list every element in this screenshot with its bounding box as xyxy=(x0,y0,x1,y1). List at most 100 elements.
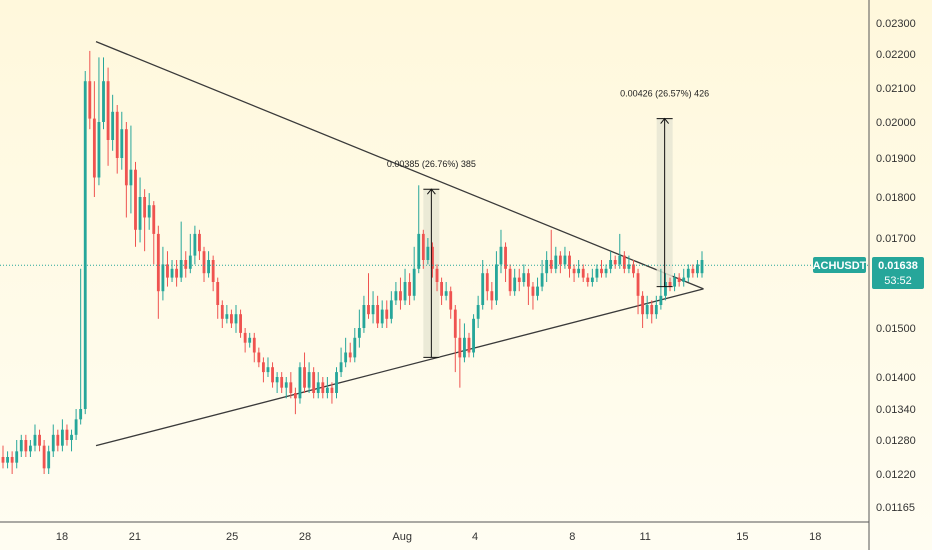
candle-body xyxy=(485,273,489,292)
measurement-arrow-head xyxy=(426,188,436,195)
candle-body xyxy=(56,434,60,446)
candle-body xyxy=(111,111,115,140)
upper-trendline[interactable] xyxy=(95,40,704,290)
candle-body xyxy=(385,309,389,319)
candle-body xyxy=(371,305,375,315)
candle-body xyxy=(143,197,147,218)
candle-body xyxy=(234,314,238,324)
candle-body xyxy=(353,337,357,358)
candle-body xyxy=(494,264,498,301)
candle-body xyxy=(659,295,663,305)
candle-body xyxy=(230,314,233,324)
candle-body xyxy=(161,264,165,292)
candle-body xyxy=(549,260,553,269)
candle-body xyxy=(33,434,37,446)
candle-body xyxy=(632,264,635,274)
candle-body xyxy=(403,282,407,301)
candle-body xyxy=(115,111,119,158)
candle-body xyxy=(225,314,229,319)
candle-body xyxy=(79,409,83,420)
candle-body xyxy=(289,382,293,393)
candle-body xyxy=(70,434,73,440)
time-axis[interactable]: 18 21 25 28 Aug 4 8 11 15 18 xyxy=(56,531,822,543)
candle-body xyxy=(147,205,151,218)
candle-body xyxy=(696,264,699,274)
candle-body xyxy=(188,255,192,269)
candle-body xyxy=(691,268,695,274)
candle-body xyxy=(490,291,494,301)
candle-body xyxy=(357,328,361,338)
candle-body xyxy=(540,273,544,287)
candle-body xyxy=(330,387,334,393)
candle-body xyxy=(586,277,590,282)
candle-body xyxy=(613,260,617,265)
candle-body xyxy=(458,337,462,358)
candle-body xyxy=(38,434,41,446)
candle-body xyxy=(298,367,302,399)
lower-trendline[interactable] xyxy=(95,288,704,447)
candle-body xyxy=(280,377,284,388)
candle-body xyxy=(15,451,19,463)
candle-body xyxy=(348,352,352,358)
price-tick-label: 0.01700 xyxy=(876,233,916,245)
candle-body xyxy=(572,268,576,274)
candle-body xyxy=(481,273,485,305)
date-tick-label: 18 xyxy=(809,531,821,543)
candle-body xyxy=(257,352,261,363)
candle-body xyxy=(261,362,265,373)
candle-body xyxy=(645,305,649,315)
candle-body xyxy=(51,434,55,452)
candle-body xyxy=(362,305,366,328)
candle-body xyxy=(6,457,9,463)
measurement-label: 0.00385 (26.76%) 385 xyxy=(387,159,476,169)
date-tick-label: 11 xyxy=(639,531,650,543)
date-tick-label: 8 xyxy=(569,531,575,543)
candle-body xyxy=(325,387,329,393)
candle-body xyxy=(622,255,626,269)
last-price-label: 0.01638 xyxy=(878,260,918,272)
candle-body xyxy=(124,129,128,186)
price-tick-label: 0.02100 xyxy=(876,83,916,95)
candle-body xyxy=(179,260,183,278)
price-tick-label: 0.01500 xyxy=(876,323,916,335)
candle-body xyxy=(102,81,105,122)
candle-body xyxy=(641,295,645,315)
candle-body xyxy=(531,286,535,296)
candle-body xyxy=(202,251,206,274)
candle-body xyxy=(654,305,658,315)
candle-body xyxy=(376,305,380,324)
candle-body xyxy=(339,362,343,373)
candle-body xyxy=(239,314,242,333)
candle-body xyxy=(636,273,640,296)
candle-body xyxy=(220,305,224,319)
price-tick-label: 0.01340 xyxy=(876,404,916,416)
date-tick-label: 25 xyxy=(226,531,238,543)
candle-body xyxy=(266,367,270,373)
trendlines-layer xyxy=(95,40,704,447)
price-tick-label: 0.02000 xyxy=(876,117,916,129)
measurement-label: 0.00426 (26.57%) 426 xyxy=(620,89,709,99)
date-tick-label: 21 xyxy=(129,531,141,543)
candle-body xyxy=(444,291,448,296)
candle-body xyxy=(595,268,599,278)
candle-body xyxy=(577,268,581,274)
candle-body xyxy=(207,260,211,274)
price-tick-label: 0.01800 xyxy=(876,192,916,204)
candle-body xyxy=(152,205,156,234)
candle-body xyxy=(389,300,393,319)
candle-body xyxy=(65,429,69,440)
candle-body xyxy=(581,268,585,278)
candle-body xyxy=(303,367,306,388)
candle-body xyxy=(367,305,370,315)
candle-body xyxy=(627,264,631,269)
candle-body xyxy=(517,277,521,282)
candle-body xyxy=(554,255,558,269)
candle-body xyxy=(435,268,439,282)
candle-body xyxy=(42,445,46,469)
candle-body xyxy=(453,309,457,338)
candle-body xyxy=(307,372,311,388)
candle-body xyxy=(184,260,188,269)
